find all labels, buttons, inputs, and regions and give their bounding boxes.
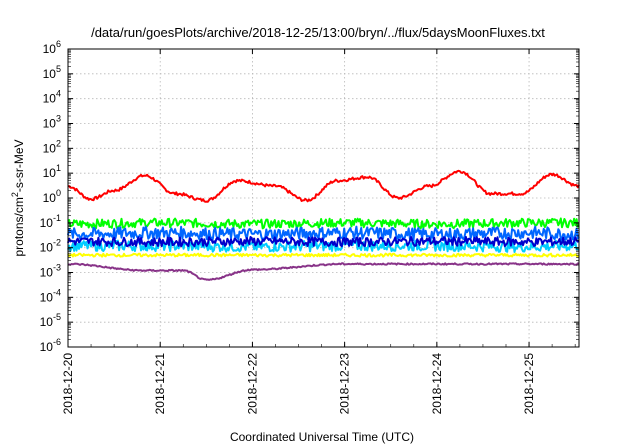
y-tick-label-exp: -1: [53, 213, 61, 223]
x-tick-label: 2018-12-24: [430, 353, 444, 415]
x-axis-label: Coordinated Universal Time (UTC): [230, 430, 414, 444]
y-tick-label-exp: -4: [53, 287, 61, 297]
y-axis-label-base: protons/cm: [12, 197, 26, 256]
y-tick-label-base: 10: [43, 166, 57, 180]
series-line: [67, 169, 580, 203]
series-line: [67, 236, 580, 248]
y-tick-label: 106: [43, 39, 61, 56]
y-tick-label-exp: 6: [56, 39, 61, 49]
y-tick-label-base: 10: [40, 216, 54, 230]
grid: [68, 49, 579, 347]
y-axis-label-rest: -s-sr-MeV: [12, 139, 26, 192]
y-tick-label-exp: -6: [53, 337, 61, 347]
x-tick-label: 2018-12-22: [245, 353, 259, 415]
x-tick-label: 2018-12-20: [61, 353, 75, 415]
y-tick-label-exp: -5: [53, 312, 61, 322]
y-tick-label: 10-6: [40, 337, 61, 354]
y-axis-label: protons/cm2-s-sr-MeV: [10, 139, 26, 256]
y-tick-label-base: 10: [40, 266, 54, 280]
y-tick-label-exp: 5: [56, 64, 61, 74]
x-tick-label: 2018-12-25: [522, 353, 536, 415]
y-tick-label-base: 10: [43, 141, 57, 155]
y-tick-label-base: 10: [40, 290, 54, 304]
series-line: [68, 262, 580, 281]
series-line: [67, 217, 580, 230]
y-tick-label-exp: 3: [56, 114, 61, 124]
y-tick-label-exp: -3: [53, 263, 61, 273]
ticks: [67, 48, 579, 348]
series-layer: [67, 169, 580, 281]
y-tick-label-base: 10: [43, 117, 57, 131]
y-tick-label: 10-3: [40, 263, 61, 280]
y-tick-label-exp: 4: [56, 89, 61, 99]
y-tick-label-base: 10: [43, 67, 57, 81]
x-tick-labels: 2018-12-20 2018-12-21 2018-12-22 2018-12-23…: [61, 353, 536, 415]
y-tick-label: 100: [43, 188, 61, 205]
y-tick-label-base: 10: [43, 42, 57, 56]
y-tick-label: 10-1: [40, 213, 61, 230]
y-tick-label-exp: 2: [56, 138, 61, 148]
series-line: [67, 239, 580, 253]
y-tick-label-base: 10: [40, 315, 54, 329]
series-line: [67, 252, 580, 258]
y-tick-label: 10-2: [40, 238, 61, 255]
y-tick-label-exp: 0: [56, 188, 61, 198]
y-tick-label-base: 10: [40, 340, 54, 354]
y-tick-label: 105: [43, 64, 61, 81]
y-tick-label: 102: [43, 138, 61, 155]
y-tick-label-exp: 1: [56, 163, 61, 173]
y-tick-label: 10-5: [40, 312, 61, 329]
y-tick-label: 10-4: [40, 287, 61, 304]
y-tick-label: 103: [43, 114, 61, 131]
y-tick-label: 104: [43, 89, 61, 106]
x-tick-label: 2018-12-21: [153, 353, 167, 415]
y-tick-label-base: 10: [43, 191, 57, 205]
y-tick-label-base: 10: [40, 241, 54, 255]
y-tick-label-exp: -2: [53, 238, 61, 248]
x-tick-label: 2018-12-23: [338, 353, 352, 415]
y-axis-label-sup: 2: [10, 192, 20, 197]
chart-title: /data/run/goesPlots/archive/2018-12-25/1…: [91, 25, 545, 40]
y-tick-label: 101: [43, 163, 61, 180]
y-tick-labels: 10-610-510-410-310-210-11001011021031041…: [40, 39, 61, 354]
y-tick-label-base: 10: [43, 92, 57, 106]
series-line: [67, 225, 580, 242]
